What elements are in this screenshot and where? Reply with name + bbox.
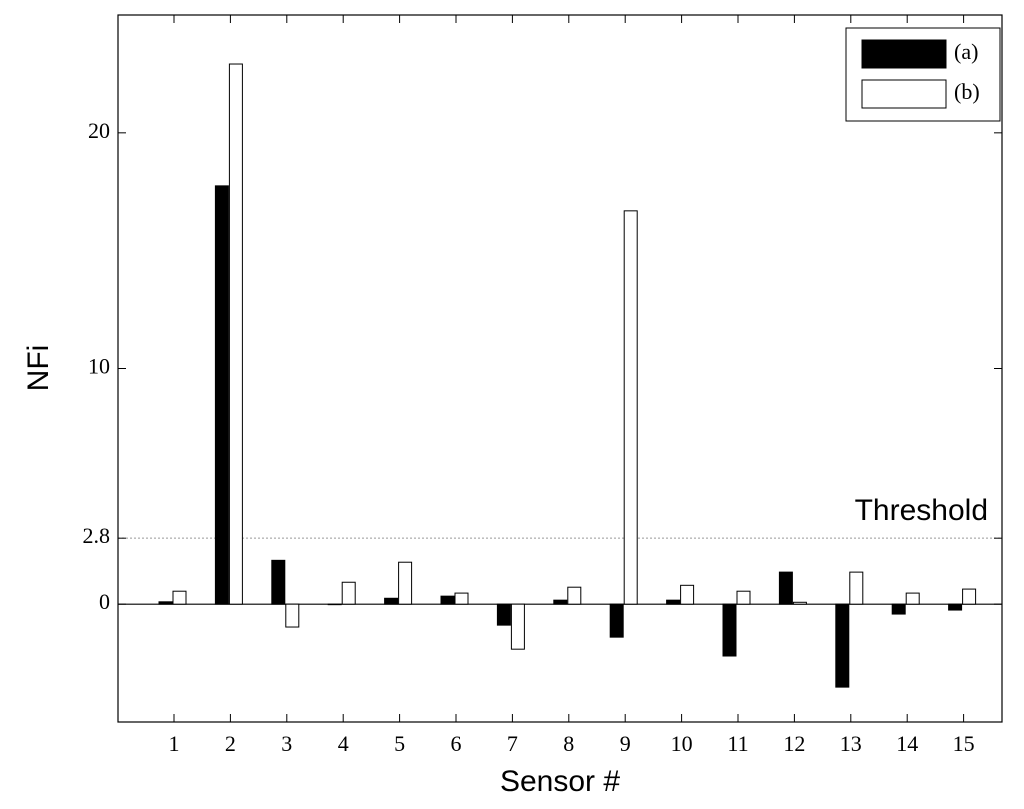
x-tick-label: 1 <box>169 731 180 756</box>
x-tick-label: 4 <box>338 731 349 756</box>
bar <box>948 603 963 611</box>
x-tick-label: 8 <box>563 731 574 756</box>
bar <box>327 603 342 606</box>
x-tick-label: 11 <box>727 731 748 756</box>
x-tick-label: 12 <box>783 731 805 756</box>
bar <box>398 561 413 605</box>
bar <box>962 588 977 605</box>
bar <box>849 571 864 605</box>
bar <box>214 185 229 605</box>
bar <box>158 601 173 605</box>
bar <box>891 603 906 615</box>
bar <box>623 210 638 605</box>
legend-label: (b) <box>954 79 980 104</box>
y-axis-label: NFi <box>22 345 55 392</box>
x-tick-label: 13 <box>840 731 862 756</box>
y-tick-label: 0 <box>99 589 110 614</box>
bar <box>666 599 681 605</box>
threshold-label: Threshold <box>855 494 988 527</box>
bar <box>384 597 399 605</box>
bar <box>722 603 737 657</box>
bar <box>778 571 793 605</box>
x-tick-label: 14 <box>896 731 918 756</box>
bar <box>792 601 807 605</box>
bar <box>172 590 187 605</box>
y-tick-label: 2.8 <box>83 523 111 548</box>
x-tick-label: 7 <box>507 731 518 756</box>
bar <box>440 595 455 605</box>
bar <box>271 559 286 605</box>
x-tick-label: 15 <box>953 731 975 756</box>
bar <box>341 581 356 605</box>
x-tick-label: 2 <box>225 731 236 756</box>
bar <box>567 586 582 605</box>
bar <box>285 603 300 628</box>
x-tick-label: 9 <box>620 731 631 756</box>
bar <box>609 603 624 638</box>
x-tick-label: 6 <box>451 731 462 756</box>
y-tick-label: 20 <box>88 118 110 143</box>
legend-swatch <box>861 39 947 69</box>
plot-frame <box>117 14 1003 723</box>
legend-swatch <box>861 79 947 109</box>
bar <box>736 590 751 605</box>
legend-label: (a) <box>954 39 978 64</box>
bar <box>905 592 920 605</box>
y-tick-label: 10 <box>88 354 110 379</box>
bar <box>680 584 695 605</box>
bar <box>835 603 850 688</box>
x-tick-label: 5 <box>394 731 405 756</box>
bar <box>454 592 469 605</box>
x-tick-label: 10 <box>671 731 693 756</box>
bar <box>496 603 511 626</box>
x-axis-label: Sensor # <box>500 765 620 798</box>
bar <box>228 63 243 605</box>
bar <box>553 599 568 605</box>
bar <box>510 603 525 650</box>
x-tick-label: 3 <box>281 731 292 756</box>
